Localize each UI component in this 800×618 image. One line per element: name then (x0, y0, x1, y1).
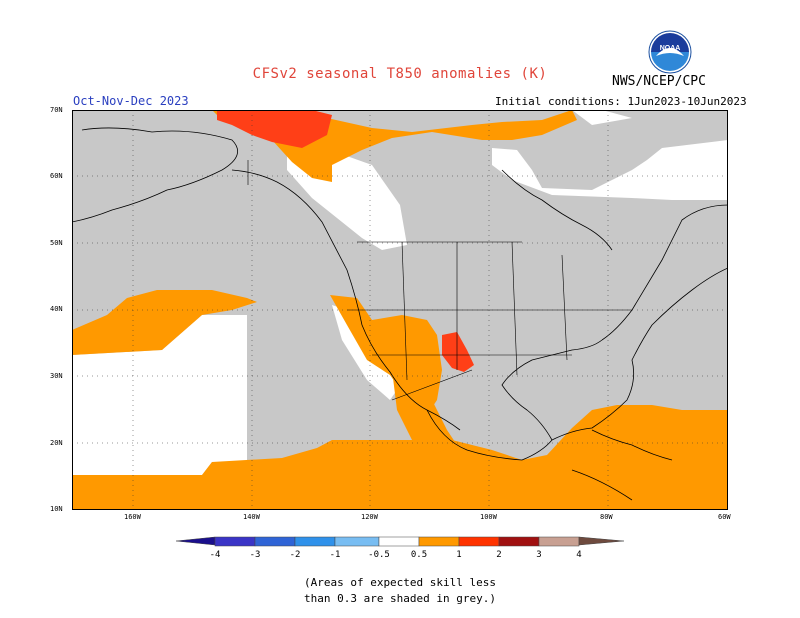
forecast-period: Oct-Nov-Dec 2023 (73, 94, 189, 108)
colorbar-tick: 1 (456, 550, 461, 560)
noaa-logo: NOAA (648, 30, 692, 74)
colorbar-tick: -2 (290, 550, 301, 560)
colorbar-tick: -4 (210, 550, 221, 560)
colorbar-seg-minus1-minus05 (334, 536, 380, 547)
lat-label-60n: 60N (50, 172, 63, 180)
lon-label-120w: 120W (361, 513, 378, 521)
colorbar-segments (175, 536, 625, 547)
map-title: CFSv2 seasonal T850 anomalies (K) (252, 66, 548, 82)
colorbar-seg-05-1 (418, 536, 460, 547)
colorbar-tick: 3 (536, 550, 541, 560)
colorbar-seg-minus4-minus3 (214, 536, 256, 547)
lat-label-30n: 30N (50, 372, 63, 380)
colorbar: -4 -3 -2 -1 -0.5 0.5 1 2 3 4 (175, 536, 625, 560)
lon-label-80w: 80W (600, 513, 613, 521)
map-frame (72, 110, 728, 510)
noaa-logo-text: NOAA (660, 45, 681, 52)
anomaly-map (72, 110, 728, 510)
colorbar-arrow-low (175, 536, 216, 546)
colorbar-seg-3-4 (538, 536, 580, 547)
colorbar-seg-2-3 (498, 536, 540, 547)
colorbar-tick: 4 (576, 550, 581, 560)
colorbar-seg-near-normal (378, 536, 420, 547)
anomaly-1-to-2-regions (217, 110, 474, 372)
colorbar-arrow-high (578, 536, 625, 546)
political-borders (247, 160, 632, 401)
colorbar-tick: -1 (330, 550, 341, 560)
initial-conditions: Initial conditions: 1Jun2023-10Jun2023 (495, 95, 747, 108)
lon-label-140w: 140W (243, 513, 260, 521)
lon-label-100w: 100W (480, 513, 497, 521)
skill-note-line-1: (Areas of expected skill less (303, 576, 497, 589)
lat-label-50n: 50N (50, 239, 63, 247)
lon-label-60w: 60W (718, 513, 731, 521)
lon-label-160w: 160W (124, 513, 141, 521)
lat-label-40n: 40N (50, 305, 63, 313)
skill-note-line-2: than 0.3 are shaded in grey.) (303, 592, 497, 605)
colorbar-seg-1-2 (458, 536, 500, 547)
skill-note: (Areas of expected skill less than 0.3 a… (0, 575, 800, 607)
lat-label-70n: 70N (50, 106, 63, 114)
coastlines (72, 127, 728, 501)
lat-label-10n: 10N (50, 505, 63, 513)
lat-label-20n: 20N (50, 439, 63, 447)
colorbar-tick: 0.5 (411, 550, 427, 560)
graticule (72, 110, 728, 510)
colorbar-tick: 2 (496, 550, 501, 560)
colorbar-seg-minus3-minus2 (254, 536, 296, 547)
colorbar-tick: -3 (250, 550, 261, 560)
colorbar-seg-minus2-minus1 (294, 536, 336, 547)
colorbar-tick: -0.5 (368, 550, 390, 560)
agency-label: NWS/NCEP/CPC (612, 74, 706, 89)
